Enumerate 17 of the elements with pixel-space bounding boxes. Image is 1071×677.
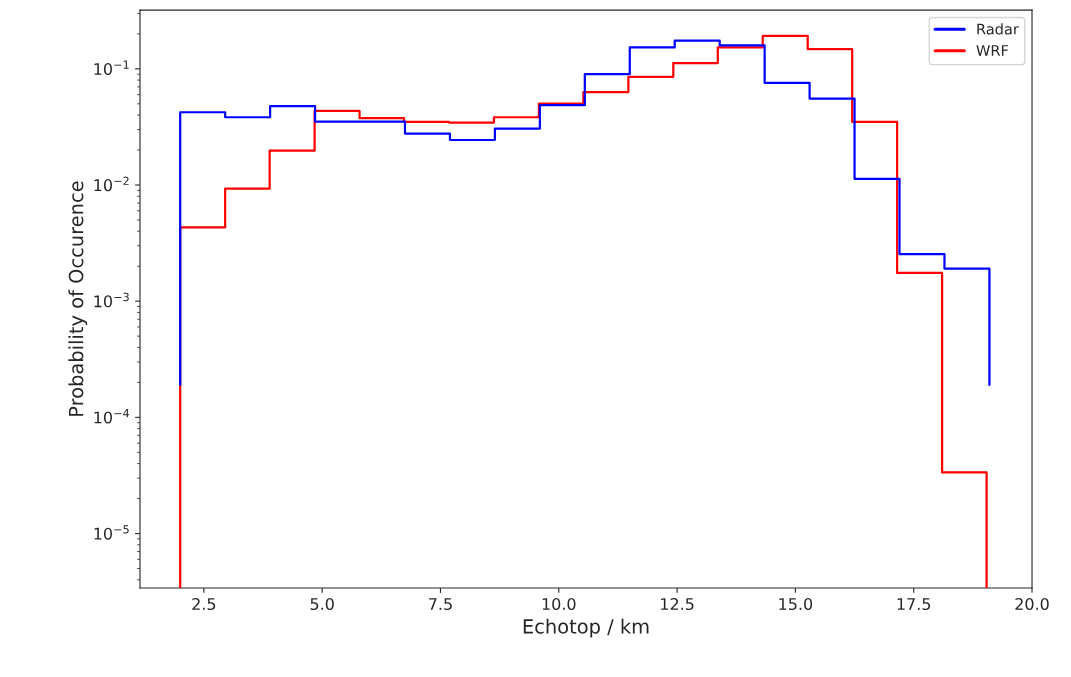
y-tick-label: 10$^{−5}$	[94, 525, 129, 540]
y-tick-label: 10$^{−3}$	[94, 292, 129, 308]
x-tick-label: 7.5	[429, 598, 452, 611]
x-tick-label: 5.0	[310, 597, 334, 611]
y-tick-label: 10$^{−4}$	[94, 409, 130, 424]
x-tick-label: 2.5	[192, 597, 216, 611]
x-tick-label: 12.5	[661, 597, 694, 611]
x-tick-label: 10.0	[542, 597, 576, 611]
y-tick-label: 10$^{−2}$	[94, 176, 129, 192]
legend-label: Radar	[977, 23, 1019, 35]
legend-label: WRF	[976, 45, 1009, 56]
x-tick-label: 20.0	[1015, 597, 1049, 611]
y-tick-label: 10$^{−1}$	[94, 60, 129, 76]
x-tick-label: 17.5	[897, 598, 931, 611]
x-axis-title: Echotop / km	[523, 618, 649, 638]
x-tick-label: 15.0	[779, 597, 813, 611]
y-axis-title: Probability of Occurence	[68, 181, 88, 416]
